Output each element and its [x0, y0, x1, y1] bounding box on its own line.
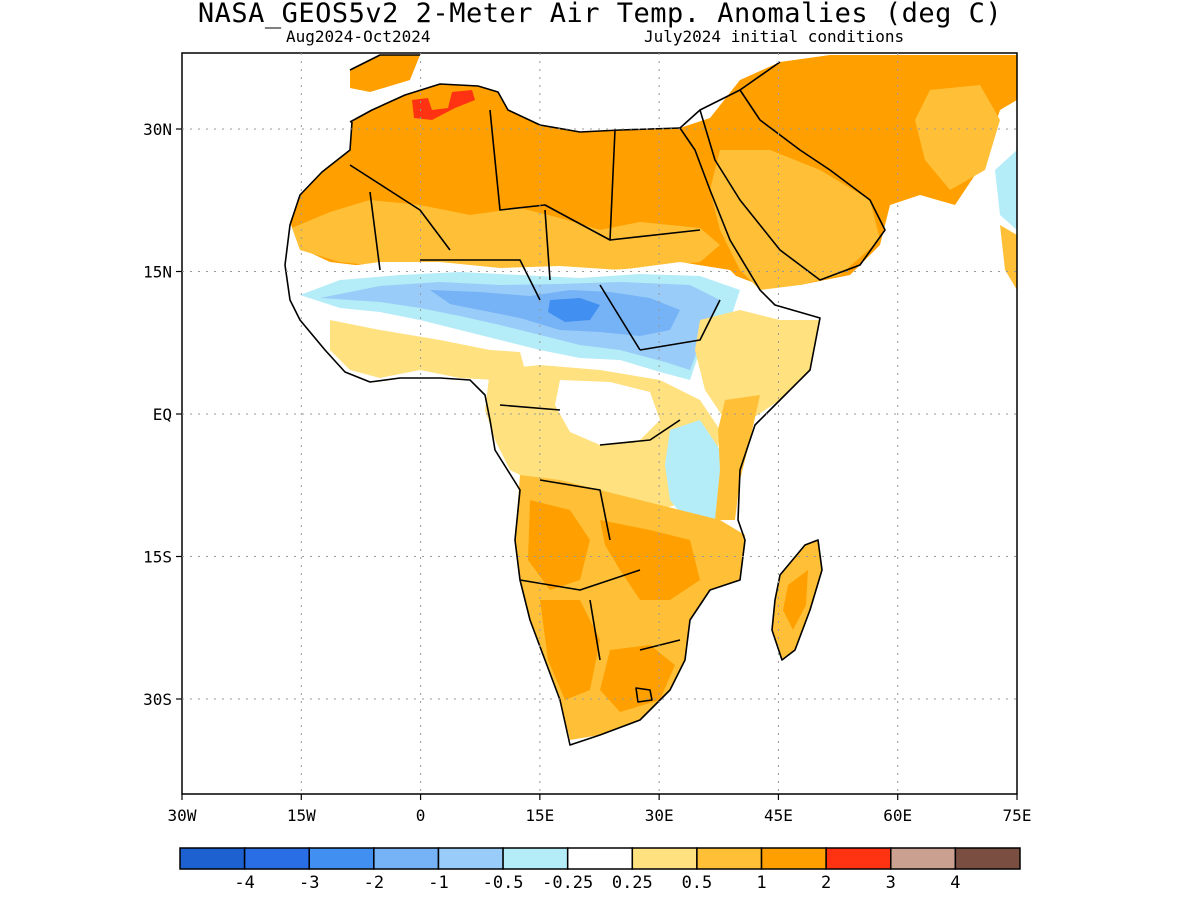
region-light-sahel-north: [292, 200, 720, 272]
chart-title: NASA_GEOS5v2 2-Meter Air Temp. Anomalies…: [197, 0, 1003, 29]
colorbar-label: 0.25: [612, 873, 653, 893]
colorbar-label: -0.5: [483, 873, 524, 893]
colorbar-swatch: [502, 847, 569, 870]
lat-tick-label: 30N: [143, 120, 172, 139]
map-frame: [181, 52, 1018, 795]
colorbar-label: 2: [821, 873, 831, 893]
lon-tick-label: 0: [416, 806, 426, 825]
colorbar-label: -2: [364, 873, 384, 893]
colorbar-swatch: [243, 847, 310, 870]
colorbar-swatch: [954, 847, 1021, 870]
region-chad-core: [548, 298, 600, 322]
region-morocco-coast: [350, 55, 420, 92]
region-madagascar-orange: [783, 570, 808, 630]
region-southern-orange-3: [600, 520, 700, 600]
region-southern-orange-1: [528, 500, 590, 590]
region-light-arabia: [710, 150, 880, 290]
colorbar-swatch: [825, 847, 892, 870]
region-india-edge: [995, 150, 1017, 230]
colorbar-label: -1: [428, 873, 448, 893]
colorbar-swatch: [437, 847, 504, 870]
colorbar-swatch: [308, 847, 375, 870]
colorbar-label: 3: [886, 873, 896, 893]
colorbar-swatch: [373, 847, 440, 870]
region-west-coast-yellow: [330, 320, 525, 380]
lon-tick-label: 45E: [764, 806, 793, 825]
colorbar-swatch: [890, 847, 957, 870]
colorbar-label: -4: [234, 873, 254, 893]
region-congo-white: [555, 380, 660, 445]
forecast-period: Aug2024-Oct2024: [286, 27, 431, 46]
colorbar-swatch: [179, 847, 246, 870]
lon-tick-label: 15W: [287, 806, 316, 825]
colorbar-label: 0.5: [682, 873, 713, 893]
colorbar-label: 1: [756, 873, 766, 893]
colorbar-label: 4: [950, 873, 960, 893]
colorbar-swatch: [631, 847, 698, 870]
region-east-lightblue: [665, 420, 730, 525]
lat-tick-label: EQ: [153, 405, 172, 424]
lat-tick-label: 15N: [143, 263, 172, 282]
lat-tick-label: 30S: [143, 690, 172, 709]
initial-conditions: July2024 initial conditions: [644, 27, 905, 46]
lon-tick-label: 75E: [1003, 806, 1032, 825]
lon-tick-label: 60E: [883, 806, 912, 825]
lon-tick-label: 30W: [168, 806, 197, 825]
colorbar-swatch: [566, 847, 634, 870]
lon-tick-label: 15E: [525, 806, 554, 825]
region-southern-orange-2: [540, 600, 600, 700]
colorbar-swatch: [760, 847, 827, 870]
region-southern-orange-4: [600, 645, 675, 712]
region-india-edge-2: [1000, 225, 1017, 290]
colorbar-label: -3: [299, 873, 319, 893]
colorbar-swatch: [696, 847, 763, 870]
coastlines: [284, 54, 886, 746]
region-light-iran: [915, 85, 1000, 190]
region-horn-yellow: [695, 310, 820, 420]
lat-tick-label: 15S: [143, 548, 172, 567]
colorbar-label: -0.25: [542, 873, 593, 893]
graticule: [182, 53, 1017, 794]
region-east-africa-orange: [715, 395, 760, 520]
region-red-hotspot: [412, 90, 475, 120]
lon-tick-label: 30E: [645, 806, 674, 825]
axis-ticks: 30W 15W 0 15E 30E 45E 60E 75E 30N 15N EQ 15S 30S: [143, 120, 1031, 825]
colorbar: -4 -3 -2 -1 -0.5 -0.25 0.25 0.5 1 2 3 4: [179, 847, 1021, 893]
